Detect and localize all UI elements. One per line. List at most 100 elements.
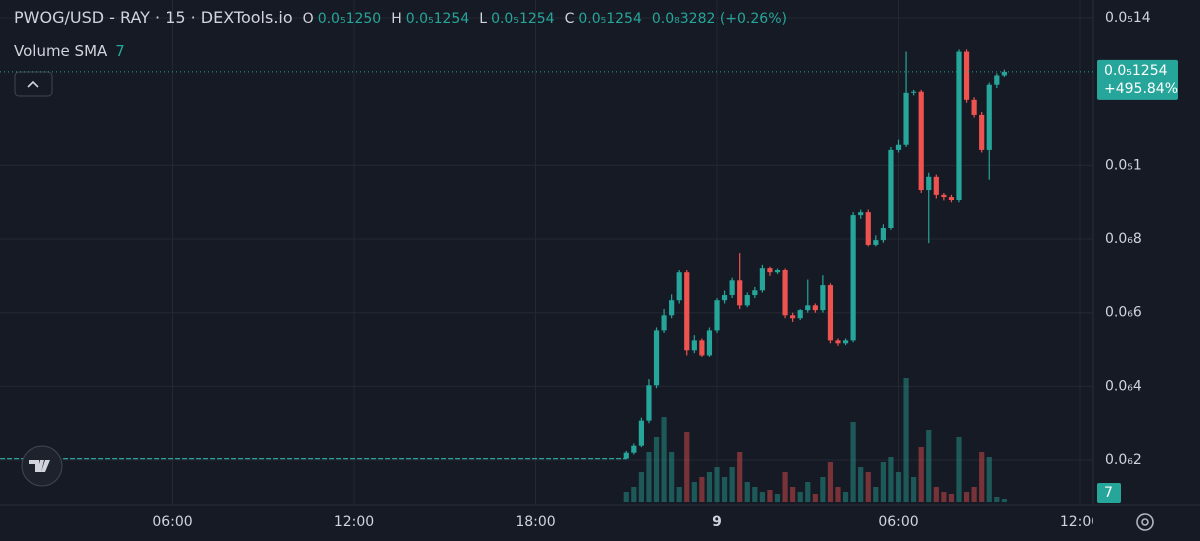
collapse-icon	[27, 80, 39, 88]
volume-bar	[941, 492, 947, 502]
volume-bar	[744, 482, 750, 502]
candle-body	[805, 305, 811, 311]
volume-bar	[880, 462, 886, 502]
volume-bar	[721, 477, 728, 502]
settings-icon[interactable]	[1136, 513, 1154, 531]
candle-body	[963, 51, 970, 100]
candle-body	[721, 295, 728, 301]
candle-body	[676, 272, 682, 301]
volume-bar	[691, 482, 697, 502]
collapse-button[interactable]	[14, 71, 53, 97]
candle-body	[790, 315, 796, 319]
candle-body	[865, 212, 871, 245]
candle-body	[631, 445, 637, 453]
symbol-title: PWOG/USD - RAY · 15 · DEXTools.io	[14, 8, 293, 27]
volume-bar	[963, 492, 970, 502]
candle-body	[948, 197, 955, 201]
candle-body	[744, 295, 750, 306]
candle-body	[638, 420, 644, 446]
candle-body	[661, 315, 667, 331]
volume-bar	[918, 447, 924, 502]
volume-bar	[684, 432, 690, 502]
volume-bar	[933, 487, 939, 502]
volume-bar	[986, 457, 992, 502]
volume-legend: Volume SMA 7	[14, 42, 125, 60]
candle-body	[941, 194, 947, 198]
candle-body	[926, 176, 932, 191]
candle-body	[873, 240, 879, 245]
candle-body	[774, 269, 781, 273]
volume-bar	[865, 472, 871, 502]
x-axis: 06:00 12:00 18:00 9 06:00 12:00	[152, 514, 1100, 530]
ohlc-key: H	[391, 11, 402, 27]
candle-body	[782, 269, 788, 316]
ohlc-key: O	[302, 11, 314, 27]
ohlc-value: 0.0₅1250	[317, 11, 382, 27]
sma-length: 7	[115, 42, 125, 60]
candle-body	[737, 280, 743, 306]
x-tick-label: 06:00	[878, 514, 918, 530]
candle-body	[729, 280, 735, 296]
candle-body	[986, 84, 992, 150]
volume-bar	[623, 492, 629, 502]
volume-bar	[661, 417, 667, 502]
volume-bar	[858, 467, 864, 502]
volume-bar	[1001, 499, 1007, 502]
candle-body	[714, 300, 720, 331]
ohlc-value: 0.0₅1254	[405, 11, 470, 27]
candle-body	[797, 310, 803, 319]
y-tick-label: 0.0₆4	[1105, 378, 1142, 394]
volume-bar	[873, 487, 879, 502]
volume-bar	[979, 452, 985, 502]
volume-bar	[895, 472, 902, 502]
volume-bar	[971, 487, 977, 502]
candle-body	[706, 330, 713, 356]
candle-body	[842, 340, 849, 344]
volume-bar	[903, 378, 909, 502]
volume-bar	[797, 492, 803, 502]
candle-body	[994, 75, 1000, 85]
y-tick-label: 0.0₅14	[1105, 10, 1151, 26]
volume-bar	[676, 487, 682, 502]
volume-bar	[729, 467, 735, 502]
candle-body	[911, 91, 917, 93]
candle-body	[820, 285, 826, 311]
y-tick-label: 0.0₆8	[1105, 231, 1142, 247]
change-value: 0.0₈3282 (+0.26%)	[651, 11, 787, 27]
volume-bar	[782, 472, 788, 502]
volume-bar	[948, 494, 955, 502]
ohlc-value: 0.0₅1254	[491, 11, 555, 27]
candle-body	[767, 268, 773, 273]
logo-mark	[29, 460, 50, 472]
candle-body	[827, 285, 834, 341]
ohlc-value: 0.0₅1254	[578, 11, 642, 27]
volume-bar	[790, 487, 796, 502]
volume-tag-label: 7	[1104, 485, 1113, 501]
y-tick-label: 0.0₆2	[1105, 452, 1142, 468]
volume-bar	[653, 437, 660, 502]
candle-body	[888, 149, 894, 229]
price-tag-change: +495.84%	[1104, 81, 1178, 97]
settings-ring	[1136, 513, 1154, 531]
candle-body	[1001, 71, 1007, 76]
candle-body	[979, 114, 985, 150]
volume-bar	[805, 482, 811, 502]
candle-body	[759, 268, 765, 291]
candle-body	[684, 272, 690, 351]
candle-body	[956, 51, 962, 201]
x-tick-label: 12:00	[1060, 514, 1100, 530]
candle-body	[653, 330, 660, 386]
volume-bar	[706, 472, 713, 502]
volume-bar	[714, 467, 720, 502]
volume-bar	[820, 477, 826, 502]
volume-bar	[699, 477, 705, 502]
candle-body	[933, 176, 939, 195]
price-tag	[1097, 59, 1178, 100]
ohlc-key: C	[564, 11, 575, 27]
volume-bar	[759, 492, 765, 502]
candle-body	[895, 144, 902, 150]
volume-bar	[911, 477, 917, 502]
x-tick-label: 9	[712, 514, 722, 530]
